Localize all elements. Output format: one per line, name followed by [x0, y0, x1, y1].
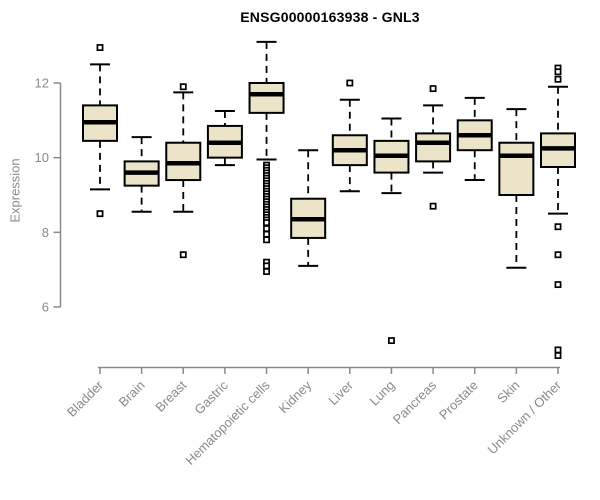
outlier-point-unknown-other: [554, 352, 562, 359]
x-tick-label: Lung: [367, 378, 398, 409]
outlier-point-pancreas: [429, 85, 437, 93]
outlier-point-breast: [179, 83, 187, 91]
x-tick-label: Unknown / Other: [485, 377, 565, 457]
outlier-point-hematopoietic-cells: [263, 225, 270, 233]
outlier-point-breast: [179, 251, 187, 259]
outlier-point-hematopoietic-cells: [263, 236, 270, 244]
x-tick-label: Prostate: [436, 378, 481, 423]
outlier-point-lung: [388, 337, 395, 345]
box-hematopoietic-cells: [248, 82, 285, 114]
outlier-point-unknown-other: [554, 223, 562, 231]
x-tick-label: Kidney: [276, 377, 315, 416]
box-pancreas: [415, 132, 452, 163]
outlier-point-bladder: [96, 44, 104, 51]
x-tick-label: Breast: [152, 377, 189, 414]
y-tick-label: 12: [35, 76, 49, 91]
outlier-point-unknown-other: [554, 68, 562, 76]
x-tick-label: Brain: [116, 378, 148, 410]
x-tick-label: Liver: [325, 377, 356, 408]
chart-title: ENSG00000163938 - GNL3: [240, 9, 420, 25]
y-tick-label: 6: [42, 299, 49, 314]
box-skin: [498, 141, 535, 196]
y-tick-label: 8: [42, 225, 49, 240]
x-tick-label: Bladder: [64, 377, 107, 420]
outlier-point-liver: [346, 79, 354, 87]
outlier-point-hematopoietic-cells: [263, 230, 270, 238]
y-tick-label: 10: [35, 150, 49, 165]
outlier-point-unknown-other: [554, 281, 562, 289]
x-tick-label: Gastric: [191, 377, 231, 417]
outlier-point-unknown-other: [554, 75, 562, 83]
outlier-point-hematopoietic-cells: [263, 219, 270, 227]
outlier-point-unknown-other: [554, 346, 562, 354]
outlier-point-bladder: [96, 210, 104, 218]
outlier-point-pancreas: [429, 202, 437, 210]
outlier-point-unknown-other: [554, 251, 562, 259]
x-tick-label: Skin: [494, 378, 522, 406]
x-tick-label: Pancreas: [390, 377, 440, 427]
outlier-point-hematopoietic-cells: [263, 262, 270, 270]
outlier-point-hematopoietic-cells: [263, 268, 270, 275]
